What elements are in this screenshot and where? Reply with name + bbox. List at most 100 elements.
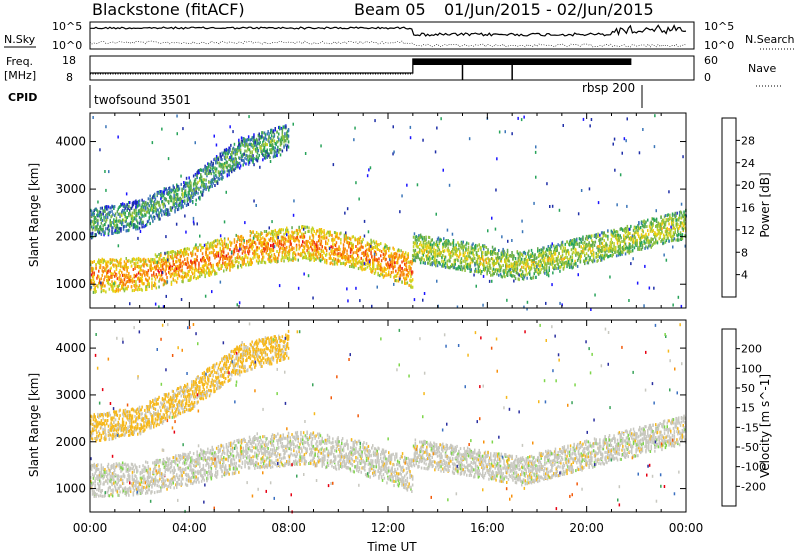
scatter-cell: [147, 202, 150, 206]
scatter-cell: [204, 186, 206, 190]
scatter-cell: [109, 269, 111, 273]
scatter-cell: [270, 255, 272, 259]
scatter-cell: [176, 189, 179, 193]
scatter-cell: [354, 250, 356, 254]
scatter-cell: [482, 262, 485, 266]
scatter-cell: [247, 135, 250, 139]
scatter-cell: [594, 233, 597, 237]
scatter-cell: [367, 254, 370, 258]
scatter-cell: [319, 253, 322, 256]
scatter-cell: [249, 138, 252, 142]
scatter-cell: [92, 290, 95, 294]
scatter-cell: [175, 252, 177, 256]
scatter-cell: [171, 256, 174, 260]
scatter-cell: [267, 153, 269, 157]
scatter-cell: [378, 260, 380, 264]
scatter-cell: [131, 216, 134, 220]
scatter-cell: [267, 138, 269, 142]
scatter-cell: [401, 267, 403, 270]
scatter-cell: [394, 265, 396, 269]
scatter-cell: [154, 208, 157, 212]
scatter-cell: [246, 241, 248, 245]
scatter-cell: [457, 241, 459, 245]
scatter-cell: [248, 249, 251, 253]
scatter-cell: [494, 262, 496, 265]
scatter-cell: [562, 246, 565, 250]
scatter-cell: [404, 262, 406, 266]
scatter-cell: [412, 235, 415, 239]
scatter-cell: [393, 257, 395, 261]
scatter-cell: [130, 264, 133, 268]
scatter-cell: [94, 290, 96, 294]
scatter-cell: [239, 151, 242, 155]
scatter-cell: [282, 236, 284, 240]
scatter-cell: [221, 249, 223, 253]
scatter-cell: [521, 275, 523, 278]
scatter-cell: [263, 131, 266, 135]
scatter-cell: [198, 263, 200, 267]
scatter-cell: [236, 256, 238, 260]
scatter-cell: [507, 269, 510, 273]
scatter-cell: [489, 263, 491, 267]
scatter-cell: [141, 198, 143, 202]
scatter-cell: [192, 194, 195, 197]
scatter-cell: [513, 274, 516, 278]
scatter-cell: [124, 275, 127, 279]
scatter-cell: [587, 254, 590, 258]
scatter-cell: [199, 168, 201, 172]
scatter-cell: [149, 214, 151, 218]
scatter-cell: [232, 151, 235, 155]
scatter-cell: [251, 151, 253, 155]
scatter-cell: [424, 239, 426, 243]
scatter-cell: [193, 268, 196, 272]
scatter-cell: [308, 226, 310, 230]
scatter-cell: [576, 251, 578, 255]
scatter-cell: [270, 260, 272, 263]
scatter-cell: [558, 258, 560, 262]
scatter-cell: [550, 254, 552, 258]
scatter-cell: [180, 182, 182, 186]
scatter-cell: [568, 263, 571, 267]
scatter-cell: [367, 242, 370, 246]
scatter-cell: [174, 210, 176, 214]
scatter-cell: [159, 277, 161, 281]
scatter-cell: [503, 272, 505, 276]
scatter-cell: [109, 222, 111, 226]
scatter-cell: [201, 192, 204, 196]
scatter-cell: [522, 266, 525, 269]
scatter-cell: [285, 228, 287, 232]
scatter-cell: [592, 252, 595, 256]
scatter-cell: [155, 255, 158, 259]
scatter-cell: [246, 157, 248, 161]
scatter-cell: [270, 253, 273, 257]
scatter-cell: [552, 258, 554, 262]
scatter-cell: [583, 247, 585, 251]
scatter-cell: [236, 161, 238, 165]
scatter-cell: [566, 265, 568, 269]
scatter-cell: [627, 231, 629, 235]
scatter-cell: [208, 267, 210, 271]
scatter-cell: [438, 242, 441, 246]
scatter-cell: [263, 260, 266, 264]
scatter-cell: [487, 268, 489, 272]
scatter-cell: [136, 265, 138, 269]
scatter-cell: [213, 249, 215, 252]
scatter-cell: [452, 266, 455, 270]
scatter-cell: [226, 174, 229, 178]
scatter-cell: [90, 260, 92, 264]
scatter-cell: [210, 172, 213, 176]
scatter-cell: [338, 245, 340, 249]
scatter-cell: [96, 284, 98, 288]
scatter-cell: [384, 249, 386, 253]
scatter-cell: [597, 245, 599, 248]
scatter-cell: [333, 262, 336, 266]
scatter-cell: [412, 241, 415, 245]
scatter-cell: [417, 255, 419, 259]
scatter-cell: [117, 230, 119, 234]
scatter-cell: [126, 216, 128, 219]
scatter-cell: [255, 137, 258, 141]
scatter-cell: [202, 270, 205, 274]
scatter-cell: [272, 256, 275, 260]
scatter-cell: [398, 249, 401, 253]
scatter-cell: [148, 216, 150, 220]
